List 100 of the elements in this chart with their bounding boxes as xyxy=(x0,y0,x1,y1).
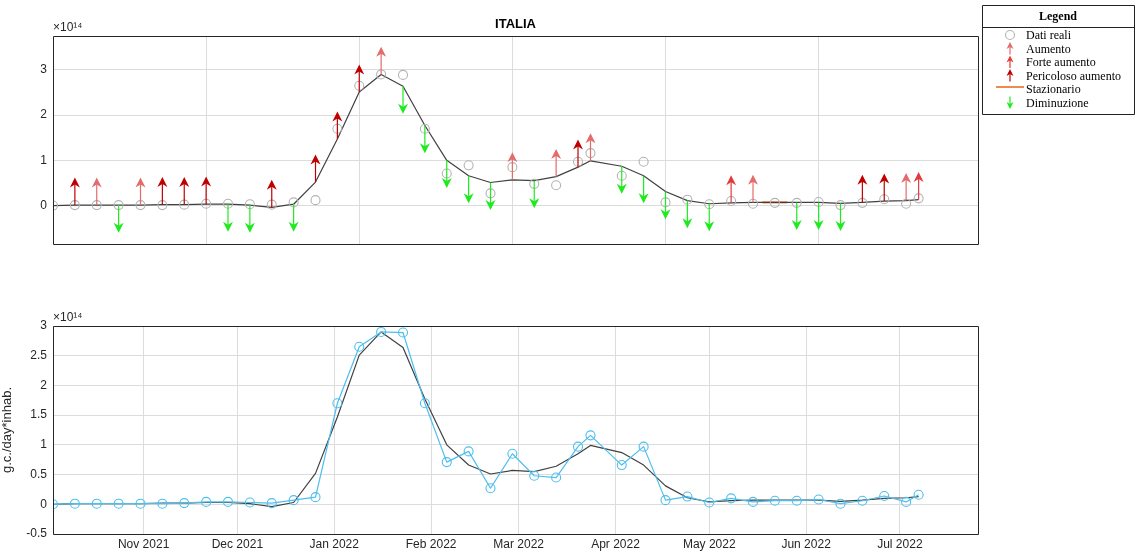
point xyxy=(91,498,102,509)
point xyxy=(354,341,365,352)
y-tick-label: 2 xyxy=(40,377,48,392)
point xyxy=(157,498,168,509)
point xyxy=(551,472,562,483)
point xyxy=(244,222,255,233)
point xyxy=(266,498,277,509)
point xyxy=(682,218,693,229)
point xyxy=(879,490,890,502)
point xyxy=(879,194,890,205)
point xyxy=(857,197,868,208)
y-tick-label: 0 xyxy=(40,496,48,511)
point xyxy=(791,495,802,506)
x-tick-label: Jun 2022 xyxy=(781,536,832,551)
point xyxy=(244,497,255,508)
point xyxy=(201,496,212,507)
point xyxy=(835,498,846,509)
point xyxy=(222,198,234,209)
point xyxy=(857,495,868,506)
point xyxy=(397,327,409,338)
point xyxy=(529,178,540,189)
legend-label: Diminuzione xyxy=(1026,95,1089,110)
point xyxy=(747,496,759,507)
point xyxy=(332,398,343,409)
point xyxy=(769,197,780,208)
point xyxy=(376,69,387,80)
point xyxy=(529,470,540,481)
point xyxy=(616,460,627,471)
point xyxy=(682,194,693,205)
point xyxy=(332,111,343,122)
x-tick-label: Mar 2022 xyxy=(493,536,545,551)
point xyxy=(201,198,212,209)
y-tick-label: -0.5 xyxy=(26,526,48,541)
point xyxy=(769,495,780,506)
point xyxy=(179,199,190,210)
point xyxy=(91,200,102,211)
point xyxy=(879,173,890,184)
point xyxy=(332,123,343,134)
point xyxy=(376,46,387,57)
legend-label: Aumento xyxy=(1026,41,1071,56)
point xyxy=(441,168,452,179)
point xyxy=(419,143,430,154)
point xyxy=(485,483,496,494)
point xyxy=(585,148,596,159)
legend-label: Forte aumento xyxy=(1026,55,1096,70)
point xyxy=(901,172,912,183)
point xyxy=(157,177,168,188)
point xyxy=(69,200,80,211)
point xyxy=(901,496,912,507)
point xyxy=(485,188,496,199)
point xyxy=(585,430,596,441)
point xyxy=(91,177,102,188)
point xyxy=(288,197,299,208)
chart-title: ITALIA xyxy=(495,16,537,32)
point xyxy=(179,498,190,509)
point xyxy=(135,200,146,211)
point xyxy=(69,498,80,509)
point xyxy=(201,176,212,187)
point xyxy=(616,183,627,194)
point xyxy=(660,197,671,208)
point xyxy=(660,495,671,506)
point xyxy=(726,195,737,207)
point xyxy=(288,495,299,506)
point xyxy=(901,198,912,209)
y-tick-label: 1 xyxy=(40,152,48,167)
point xyxy=(463,446,474,457)
point xyxy=(222,496,234,507)
point xyxy=(704,221,715,232)
legend-label: Pericoloso aumento xyxy=(1026,68,1121,83)
point xyxy=(485,200,496,211)
point xyxy=(913,172,924,183)
point xyxy=(791,220,802,231)
point xyxy=(585,133,596,144)
point xyxy=(835,200,846,211)
point xyxy=(266,179,277,190)
point xyxy=(113,498,124,509)
y-tick-label: 3 xyxy=(40,318,48,333)
point xyxy=(441,457,452,468)
point xyxy=(813,196,824,207)
point xyxy=(419,123,430,134)
y-tick-label: 2 xyxy=(40,107,48,122)
point xyxy=(354,80,365,91)
point xyxy=(551,180,562,191)
point xyxy=(813,494,824,505)
text: ×10¹⁴ xyxy=(53,310,83,325)
point xyxy=(135,177,146,188)
point xyxy=(398,103,408,114)
point xyxy=(551,149,562,160)
point xyxy=(419,398,430,409)
point xyxy=(616,170,627,181)
point xyxy=(113,222,124,233)
point xyxy=(266,199,277,210)
point xyxy=(913,193,924,204)
point xyxy=(529,198,540,209)
x-tick-label: Jan 2022 xyxy=(309,536,360,551)
y-tick-label: 3 xyxy=(40,62,48,77)
x-tick-label: Feb 2022 xyxy=(405,536,457,551)
legend-title: Legend xyxy=(1038,9,1078,24)
point xyxy=(157,200,168,211)
point xyxy=(288,221,299,232)
